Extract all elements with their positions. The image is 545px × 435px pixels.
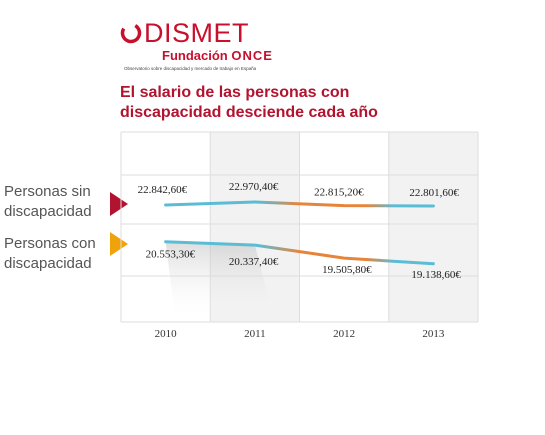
logo-subtitle-prefix: Fundación	[162, 48, 228, 63]
x-tick-label: 2013	[422, 328, 445, 340]
series-1-marker-icon	[110, 192, 128, 216]
data-label: 22.970,40€	[229, 181, 279, 193]
logo-tagline: Observatorio sobre discapacidad y mercad…	[124, 66, 257, 71]
data-label: 22.815,20€	[314, 187, 364, 199]
series-line-1	[164, 200, 435, 208]
logo-name: DISMET	[144, 18, 250, 48]
row-label-sin-discapacidad: Personas sin discapacidad	[4, 183, 92, 220]
x-tick-label: 2010	[155, 328, 178, 340]
logo-subtitle-suffix: ONCE	[231, 48, 273, 63]
data-label: 22.842,60€	[138, 184, 188, 196]
x-tick-label: 2011	[244, 328, 266, 340]
row-label-con-discapacidad: Personas con discapacidad	[4, 235, 96, 272]
series-2-marker-icon	[110, 232, 128, 256]
column-band-2013	[388, 132, 478, 322]
data-label: 20.553,30€	[146, 249, 196, 261]
x-tick-label: 2012	[333, 328, 355, 340]
data-label: 20.337,40€	[229, 256, 279, 268]
data-label: 22.801,60€	[409, 187, 459, 199]
dismet-logo: DISMET Fundación ONCE Observatorio sobre…	[120, 18, 290, 78]
chart-headline: El salario de las personas con discapaci…	[120, 84, 378, 121]
series-line-2	[164, 240, 435, 266]
data-label: 19.505,80€	[322, 264, 372, 276]
logo-ring-icon	[120, 22, 142, 44]
logo-subtitle: Fundación ONCE	[162, 49, 273, 63]
data-label: 19.138,60€	[411, 269, 461, 281]
series-2-shadow	[165, 241, 275, 322]
